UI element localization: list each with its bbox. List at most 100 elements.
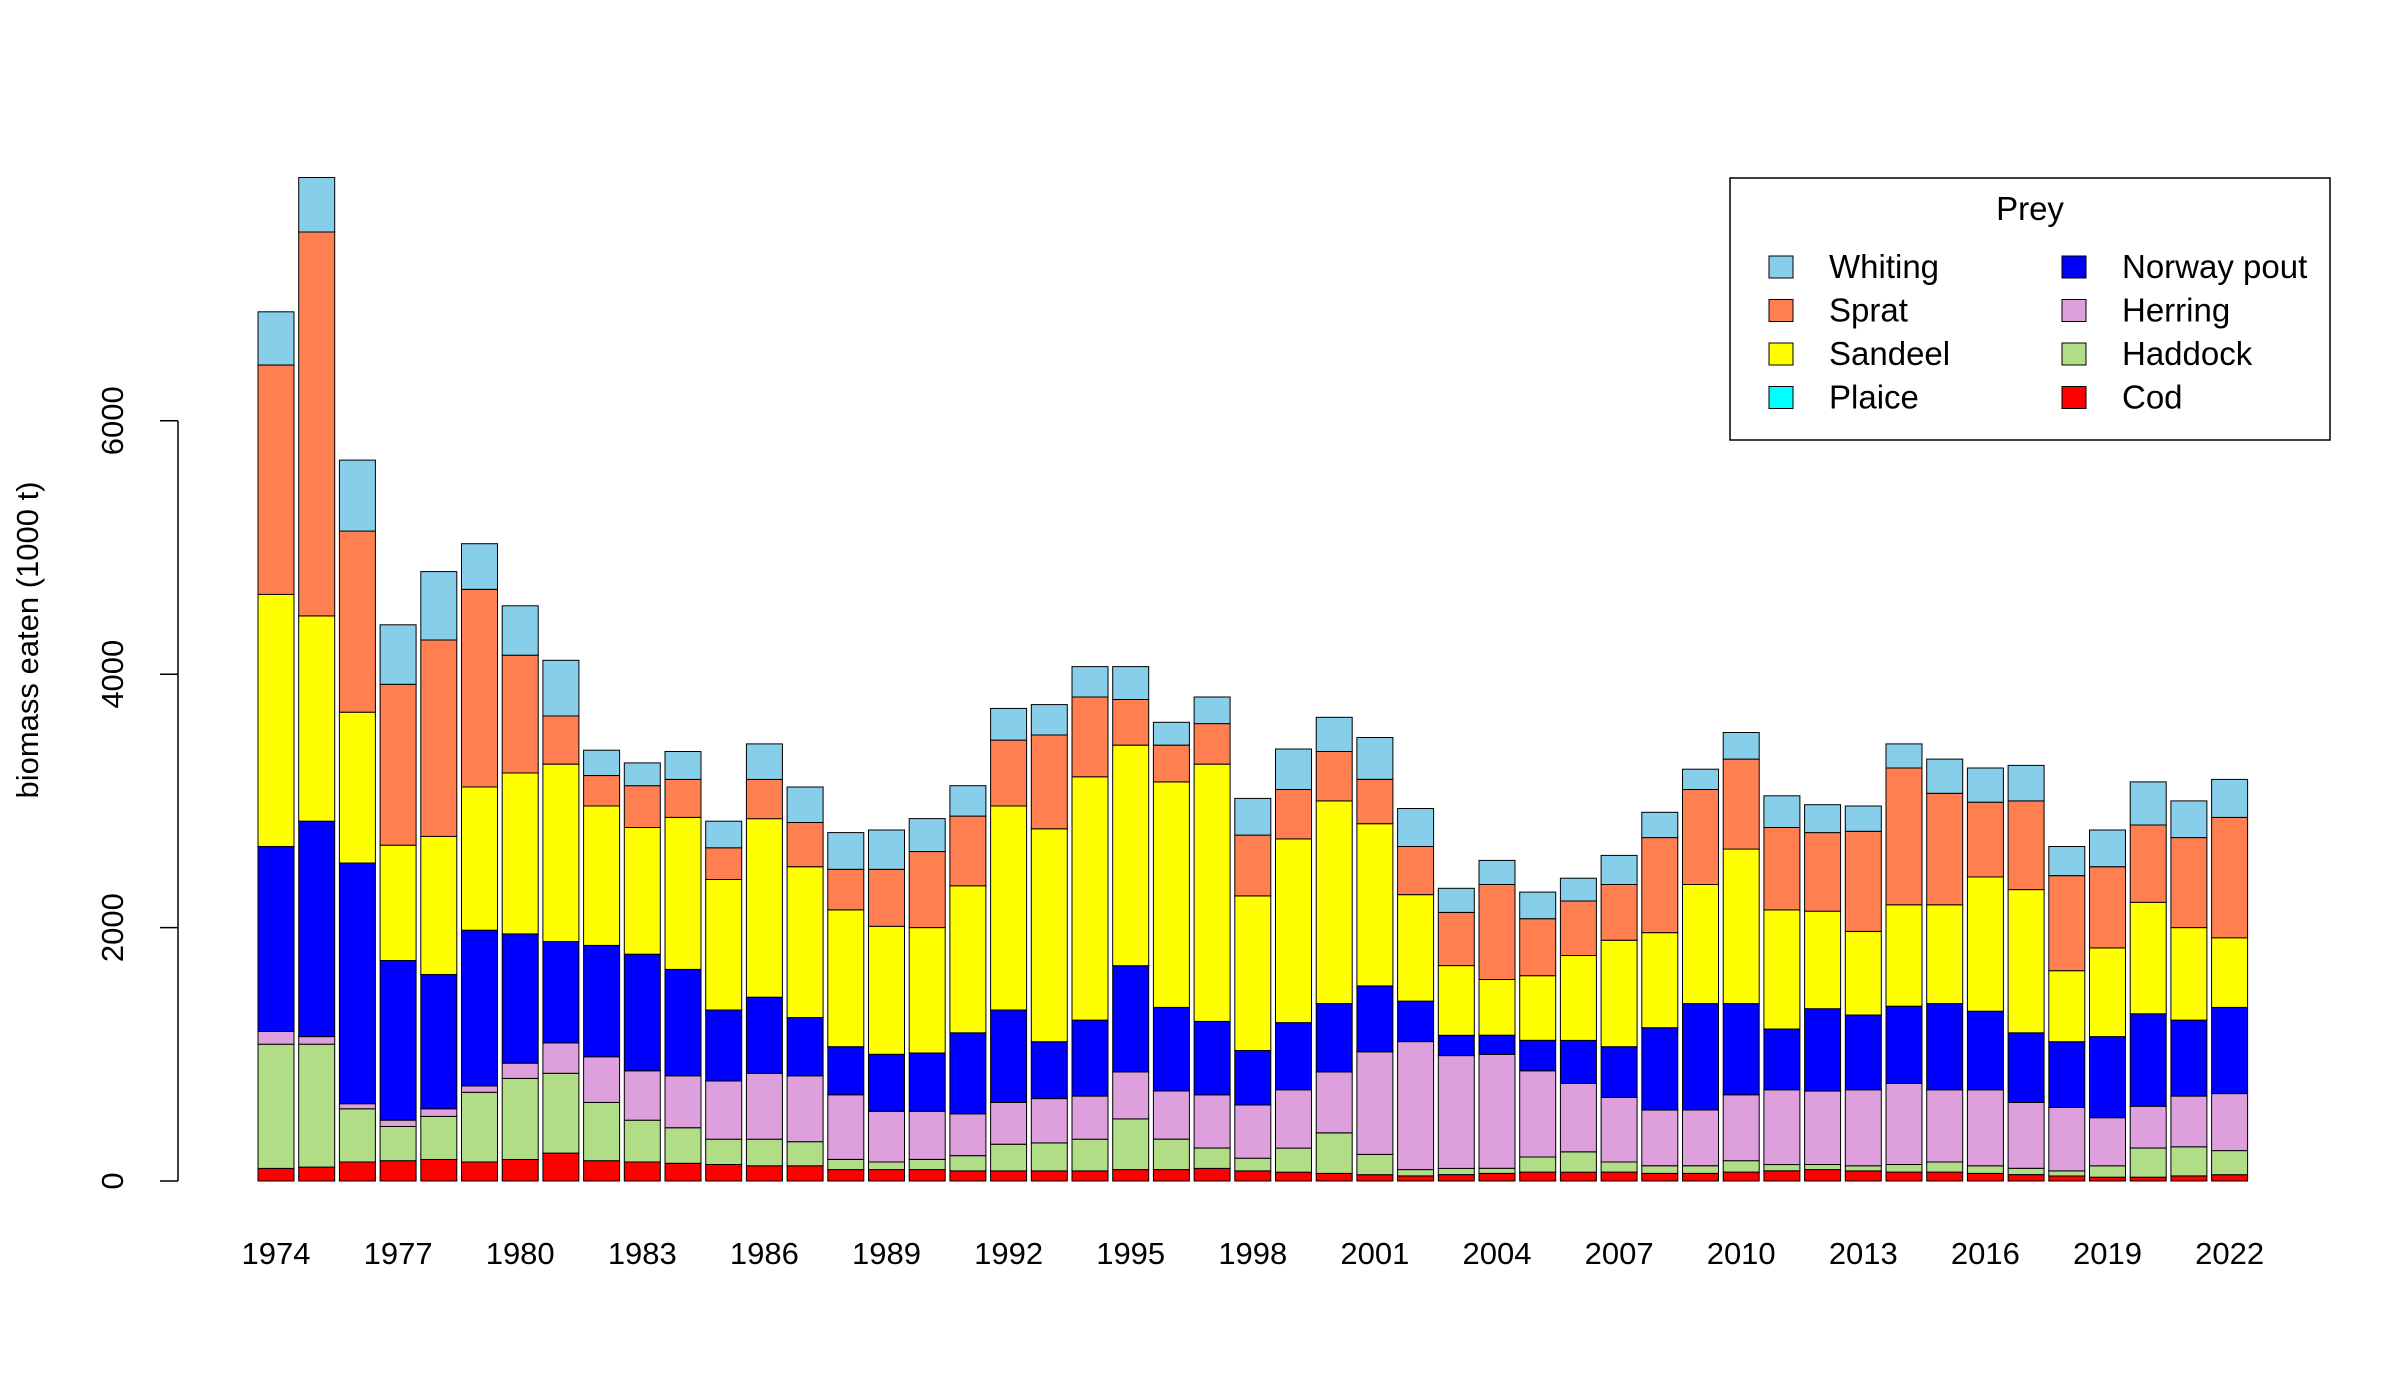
bar-herring-2010 <box>1722 1094 1760 1162</box>
legend-label: Sandeel <box>1829 335 1950 372</box>
bar-herring-2001 <box>1356 1051 1394 1155</box>
bar-sprat-2000 <box>1315 751 1353 802</box>
bar-herring-1974 <box>257 1031 295 1045</box>
bar-whiting-1976 <box>338 459 376 532</box>
bar-norway-pout-1994 <box>1071 1019 1109 1097</box>
bar-sandeel-1984 <box>664 816 702 970</box>
bar-cod-1992 <box>990 1170 1028 1182</box>
bar-haddock-1981 <box>542 1072 580 1154</box>
bar-sandeel-1983 <box>623 827 661 955</box>
bar-herring-1998 <box>1234 1104 1272 1159</box>
legend-swatch-whiting <box>1768 255 1794 279</box>
bar-haddock-2011 <box>1763 1164 1801 1172</box>
bar-haddock-1975 <box>298 1043 336 1168</box>
bar-sprat-1990 <box>908 851 946 929</box>
bar-cod-2007 <box>1600 1171 1638 1182</box>
bar-whiting-1981 <box>542 659 580 717</box>
bar-sandeel-1986 <box>745 818 783 998</box>
bar-herring-1986 <box>745 1072 783 1140</box>
bar-haddock-2022 <box>2211 1150 2249 1176</box>
bar-cod-1980 <box>501 1159 539 1182</box>
bar-sandeel-1980 <box>501 772 539 935</box>
bar-cod-1981 <box>542 1152 580 1182</box>
bar-sprat-1994 <box>1071 696 1109 778</box>
y-tick-label: 4000 <box>95 640 130 709</box>
bar-sprat-2008 <box>1641 837 1679 934</box>
bar-whiting-1984 <box>664 751 702 780</box>
bar-norway-pout-2003 <box>1437 1034 1475 1057</box>
bar-cod-2021 <box>2170 1175 2208 1182</box>
bar-sprat-2011 <box>1763 827 1801 911</box>
legend-label: Whiting <box>1829 248 1939 285</box>
bar-sandeel-1998 <box>1234 895 1272 1052</box>
bar-cod-1986 <box>745 1165 783 1182</box>
bar-whiting-2005 <box>1519 891 1557 920</box>
bar-cod-2018 <box>2048 1175 2086 1182</box>
bar-sprat-1974 <box>257 364 295 595</box>
bar-whiting-1992 <box>990 707 1028 741</box>
bar-sprat-1975 <box>298 231 336 617</box>
bar-sprat-2020 <box>2129 824 2167 903</box>
legend-label: Herring <box>2122 292 2230 329</box>
bar-sprat-1995 <box>1112 699 1150 746</box>
bar-herring-1996 <box>1152 1090 1190 1140</box>
bar-sprat-1985 <box>705 847 743 880</box>
bar-norway-pout-1991 <box>949 1032 987 1115</box>
y-axis-label: biomass eaten (1000 t) <box>10 481 45 798</box>
bar-haddock-1996 <box>1152 1138 1190 1171</box>
x-tick-label: 1998 <box>1218 1236 1287 1271</box>
bar-herring-2011 <box>1763 1089 1801 1166</box>
bar-herring-2021 <box>2170 1095 2208 1148</box>
bar-sprat-2007 <box>1600 884 1638 941</box>
bar-whiting-1997 <box>1193 696 1231 725</box>
bar-cod-2010 <box>1722 1171 1760 1182</box>
bar-herring-1997 <box>1193 1094 1231 1149</box>
bar-sandeel-1999 <box>1275 838 1312 1024</box>
bar-haddock-2008 <box>1641 1165 1679 1174</box>
bar-herring-2009 <box>1682 1109 1719 1167</box>
bar-herring-2002 <box>1397 1041 1435 1171</box>
bar-sandeel-1979 <box>461 786 498 931</box>
bar-cod-2004 <box>1478 1172 1516 1182</box>
bar-sprat-1998 <box>1234 834 1272 897</box>
bar-herring-2016 <box>1966 1089 2004 1167</box>
legend: Prey Whiting Sprat Sandeel Plaice Norway pou… <box>1729 177 2331 441</box>
bar-whiting-2014 <box>1885 743 1923 769</box>
bar-whiting-2013 <box>1844 805 1882 832</box>
bar-cod-1995 <box>1112 1169 1150 1182</box>
bar-sprat-2003 <box>1437 911 1475 967</box>
bar-sprat-1991 <box>949 815 987 887</box>
bar-norway-pout-2010 <box>1722 1003 1760 1096</box>
bar-herring-2003 <box>1437 1055 1475 1169</box>
bar-norway-pout-2009 <box>1682 1003 1719 1111</box>
bar-cod-1993 <box>1030 1170 1068 1182</box>
bar-norway-pout-2017 <box>2007 1032 2045 1104</box>
bar-norway-pout-1984 <box>664 968 702 1077</box>
bar-sandeel-2007 <box>1600 939 1638 1048</box>
bar-whiting-1979 <box>461 543 498 590</box>
bar-herring-2015 <box>1926 1089 1964 1163</box>
bar-cod-2020 <box>2129 1176 2167 1182</box>
bar-sandeel-2021 <box>2170 927 2208 1021</box>
bar-cod-2003 <box>1437 1174 1475 1182</box>
bar-norway-pout-2011 <box>1763 1028 1801 1091</box>
legend-label: Sprat <box>1829 292 1908 329</box>
bar-cod-1985 <box>705 1164 743 1182</box>
x-tick-label: 2013 <box>1829 1236 1898 1271</box>
bar-cod-1984 <box>664 1162 702 1182</box>
bar-whiting-2007 <box>1600 854 1638 886</box>
bar-whiting-1989 <box>868 829 905 870</box>
bar-haddock-1983 <box>623 1119 661 1163</box>
bar-whiting-2009 <box>1682 768 1719 791</box>
bar-norway-pout-1976 <box>338 862 376 1105</box>
bar-sandeel-2004 <box>1478 979 1516 1036</box>
bar-herring-1994 <box>1071 1095 1109 1140</box>
bar-sprat-1979 <box>461 588 498 788</box>
bar-herring-2007 <box>1600 1096 1638 1163</box>
bar-sandeel-1987 <box>786 866 824 1019</box>
bar-norway-pout-2007 <box>1600 1046 1638 1098</box>
bar-cod-2011 <box>1763 1170 1801 1182</box>
bar-sprat-2021 <box>2170 837 2208 929</box>
bar-herring-2022 <box>2211 1093 2249 1152</box>
bar-cod-1991 <box>949 1170 987 1182</box>
